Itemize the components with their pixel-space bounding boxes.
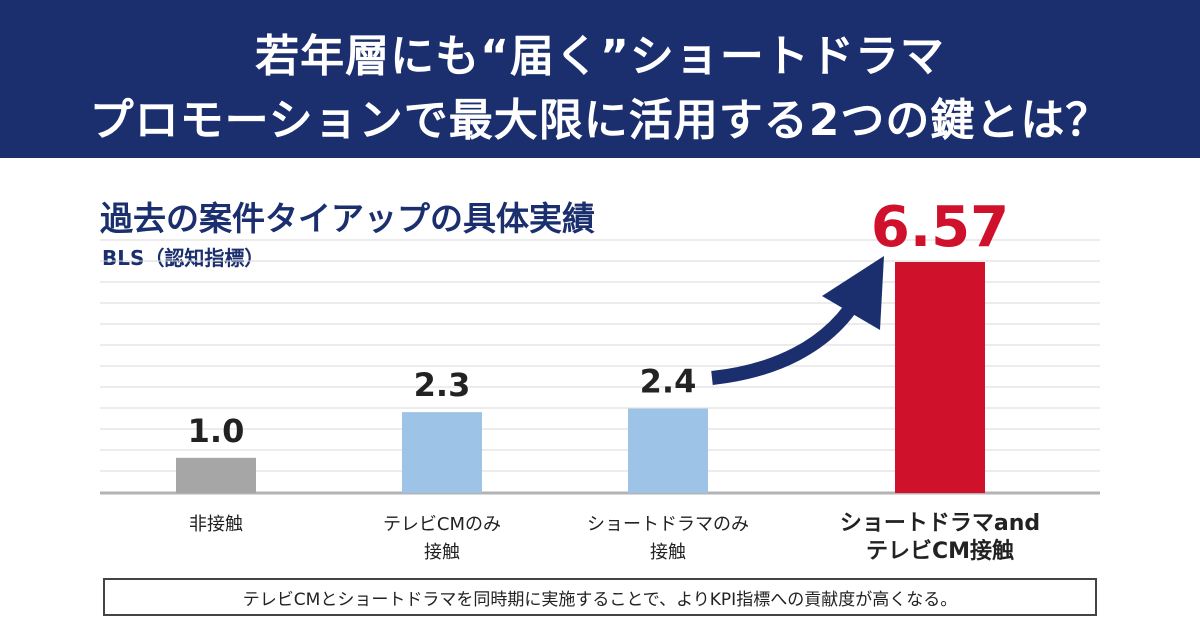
bar (402, 412, 482, 493)
data-label: 6.57 (871, 195, 1009, 260)
category-label: ショートドラマand (840, 511, 1040, 536)
chart-y-label: BLS（認知指標） (102, 246, 265, 270)
arrow-head (822, 256, 884, 330)
data-label: 2.4 (640, 363, 697, 401)
category-label: 接触 (424, 542, 460, 563)
bar (628, 408, 708, 493)
footnote-text: テレビCMとショートドラマを同時期に実施することで、よりKPI指標への貢献度が高… (242, 589, 958, 610)
bar (895, 262, 985, 493)
footnote-box: テレビCMとショートドラマを同時期に実施することで、よりKPI指標への貢献度が高… (103, 578, 1097, 616)
category-label: 接触 (650, 542, 686, 563)
headline-line-1: 若年層にも“届く”ショートドラマ (255, 31, 945, 82)
category-label: 非接触 (189, 514, 243, 535)
bars (176, 262, 985, 493)
headline-line-2: プロモーションで最大限に活用する2つの鍵とは？ (89, 95, 1111, 146)
value-labels: 1.0 2.3 2.4 6.57 (188, 195, 1009, 450)
category-label: ショートドラマのみ (587, 514, 749, 535)
data-label: 2.3 (414, 366, 471, 404)
bar (176, 457, 256, 493)
chart-title: 過去の案件タイアップの具体実績 (100, 199, 595, 238)
data-label: 1.0 (188, 412, 245, 450)
trend-arrow (711, 256, 884, 385)
category-label: テレビCM接触 (866, 538, 1014, 564)
header-banner: 若年層にも“届く”ショートドラマ プロモーションで最大限に活用する2つの鍵とは？ (0, 0, 1200, 158)
category-label: テレビCMのみ (383, 514, 501, 535)
